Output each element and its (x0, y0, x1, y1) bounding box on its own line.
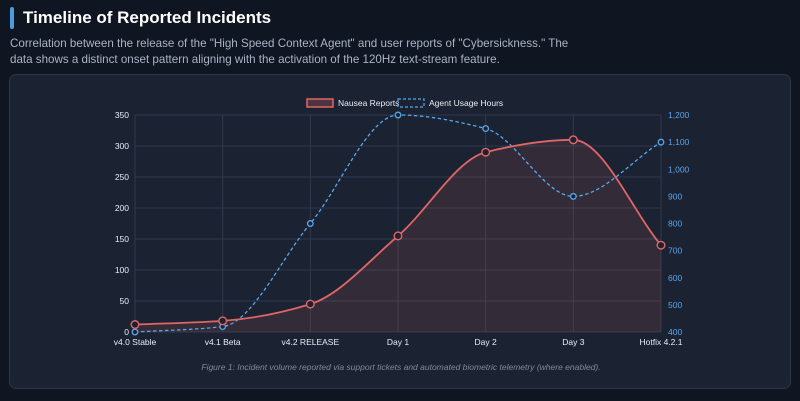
y-right-tick-label: 1,000 (668, 164, 690, 174)
legend-swatch-usage (397, 98, 425, 108)
nausea-reports-point (305, 299, 315, 309)
x-tick-label: v4.0 Stable (114, 337, 157, 347)
legend-label-nausea: Nausea Reports (338, 98, 399, 108)
legend-swatch-nausea (306, 98, 334, 108)
y-left-tick-label: 50 (120, 296, 130, 306)
page-title: Timeline of Reported Incidents (23, 8, 272, 27)
y-right-tick-label: 600 (668, 273, 682, 283)
agent-usage-hours-point (482, 125, 490, 133)
x-tick-label: Day 3 (562, 337, 584, 347)
agent-usage-hours-point (306, 220, 314, 227)
header: Timeline of Reported Incidents Correlati… (10, 6, 790, 68)
title-accent-bar (10, 7, 14, 29)
y-left-tick-label: 150 (115, 234, 129, 244)
agent-usage-hours-point (394, 111, 402, 119)
nausea-reports-point (218, 316, 228, 326)
y-left-tick-label: 300 (115, 141, 129, 151)
y-right-tick-label: 500 (668, 300, 682, 310)
agent-usage-hours-point (657, 138, 665, 146)
y-right-tick-label: 900 (668, 191, 682, 201)
incident-timeline-chart: 0 50 100 150 200 250 300 350 400 500 600 700 800 900 1… (114, 98, 690, 347)
chart-card: 0 50 100 150 200 250 300 350 400 500 600 700 800 900 1… (9, 74, 791, 389)
y-left-tick-label: 200 (115, 203, 129, 213)
y-right-tick-label: 1,200 (668, 110, 690, 120)
nausea-reports-point (656, 240, 666, 250)
x-tick-label: Day 2 (475, 337, 497, 347)
nausea-reports-point (568, 135, 578, 145)
agent-usage-hours-point (131, 328, 139, 336)
y-right-tick-label: 1,100 (668, 137, 690, 147)
nausea-reports-point (393, 231, 403, 241)
y-left-tick-label: 100 (115, 265, 129, 275)
nausea-reports-point (130, 320, 140, 330)
nausea-reports-point (481, 147, 491, 157)
y-right-tick-label: 800 (668, 219, 682, 229)
legend-label-usage: Agent Usage Hours (429, 98, 503, 108)
y-left-tick-label: 0 (124, 327, 129, 337)
agent-usage-hours-point (569, 192, 577, 200)
y-right-tick-label: 700 (668, 246, 682, 256)
y-left-tick-label: 250 (115, 172, 129, 182)
y-left-tick-label: 350 (115, 110, 129, 120)
page-subtitle: Correlation between the release of the "… (10, 37, 569, 66)
x-tick-label: Hotfix 4.2.1 (640, 337, 683, 347)
figure-caption: Figure 1: Incident volume reported via s… (201, 362, 601, 372)
agent-usage-hours-line (134, 114, 662, 333)
y-right-tick-label: 400 (668, 327, 682, 337)
x-tick-label: v4.2 RELEASE (282, 337, 340, 347)
x-tick-label: Day 1 (387, 337, 409, 347)
x-tick-label: v4.1 Beta (205, 337, 241, 347)
title-row: Timeline of Reported Incidents (10, 6, 790, 30)
